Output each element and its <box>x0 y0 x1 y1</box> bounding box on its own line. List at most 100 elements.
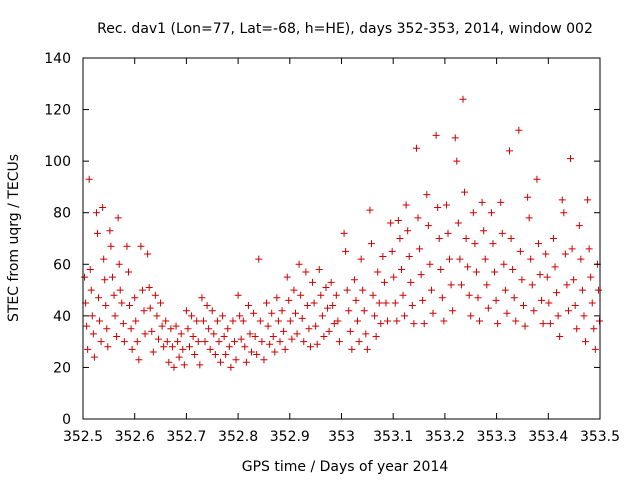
data-point <box>230 338 238 346</box>
data-point <box>298 314 306 322</box>
data-point <box>519 302 527 310</box>
data-point <box>553 289 561 297</box>
data-point <box>528 281 536 289</box>
data-point <box>545 299 553 307</box>
data-point <box>99 204 107 212</box>
x-tick-label: 352.6 <box>115 429 155 445</box>
x-tick-label: 353.5 <box>580 429 620 445</box>
y-tick-label: 100 <box>44 154 71 170</box>
data-point <box>194 338 202 346</box>
data-point <box>140 307 148 315</box>
data-point <box>111 312 119 320</box>
y-tick-label: 60 <box>53 257 71 273</box>
data-point <box>467 312 475 320</box>
plot-frame <box>82 57 601 420</box>
data-point <box>407 278 415 286</box>
data-point <box>369 291 377 299</box>
y-tick-label: 140 <box>44 51 71 67</box>
data-point <box>352 296 360 304</box>
data-point <box>342 247 350 255</box>
data-point <box>590 325 598 333</box>
chart-title: Rec. dav1 (Lon=77, Lat=-68, h=HE), days … <box>97 21 593 37</box>
data-point <box>250 309 258 317</box>
data-point <box>234 291 242 299</box>
data-point <box>354 317 362 325</box>
data-point <box>285 296 293 304</box>
data-point <box>302 268 310 276</box>
data-point <box>236 312 244 320</box>
data-point <box>402 201 410 209</box>
data-point <box>542 250 550 258</box>
data-point <box>414 214 422 222</box>
data-point <box>309 278 317 286</box>
x-axis-ticks: 352.5 352.6 352.7 352.8 352.9 353 353.1 353.2 35… <box>63 58 620 445</box>
data-point <box>527 255 535 263</box>
data-point <box>248 348 256 356</box>
x-tick-label: 352.8 <box>218 429 258 445</box>
data-point <box>217 358 225 366</box>
data-point <box>211 351 219 359</box>
data-point <box>154 335 162 343</box>
data-point <box>359 286 367 294</box>
data-point <box>568 245 576 253</box>
data-point <box>585 245 593 253</box>
data-point <box>449 307 457 315</box>
data-point <box>177 330 185 338</box>
y-tick-label: 20 <box>53 360 71 376</box>
data-point <box>310 299 318 307</box>
data-point <box>239 317 247 325</box>
data-point <box>424 222 432 230</box>
data-point <box>263 299 271 307</box>
data-point <box>163 338 171 346</box>
data-point <box>573 325 581 333</box>
data-point <box>491 268 499 276</box>
x-tick-label: 352.7 <box>166 429 206 445</box>
data-point <box>104 343 112 351</box>
data-point <box>278 307 286 315</box>
data-point <box>391 299 399 307</box>
data-point <box>271 348 279 356</box>
data-point <box>229 317 237 325</box>
data-point <box>438 294 446 302</box>
data-point <box>325 327 333 335</box>
data-point <box>90 353 98 361</box>
data-point <box>242 358 250 366</box>
data-point <box>224 325 232 333</box>
data-point <box>135 356 143 364</box>
data-point <box>388 247 396 255</box>
data-points <box>81 95 603 371</box>
data-point <box>393 317 401 325</box>
x-tick-label: 353.1 <box>373 429 413 445</box>
data-point <box>423 191 431 199</box>
data-point <box>380 278 388 286</box>
data-point <box>512 317 520 325</box>
data-point <box>456 255 464 263</box>
data-point <box>374 268 382 276</box>
data-point <box>546 320 554 328</box>
data-point <box>390 273 398 281</box>
x-tick-label: 353.2 <box>425 429 465 445</box>
data-point <box>571 302 579 310</box>
data-point <box>102 302 110 310</box>
data-point <box>588 299 596 307</box>
data-point <box>255 255 263 263</box>
data-point <box>137 242 145 250</box>
data-point <box>160 343 168 351</box>
x-axis-label: GPS time / Days of year 2014 <box>242 459 449 475</box>
data-point <box>510 294 518 302</box>
data-point <box>442 201 450 209</box>
data-point <box>269 332 277 340</box>
data-point <box>251 332 259 340</box>
data-point <box>108 273 116 281</box>
data-point <box>114 214 122 222</box>
data-point <box>258 338 266 346</box>
data-point <box>93 229 101 237</box>
data-point <box>188 312 196 320</box>
data-point <box>459 95 467 103</box>
data-point <box>128 345 136 353</box>
data-point <box>86 265 94 273</box>
data-point <box>578 286 586 294</box>
data-point <box>196 361 204 369</box>
data-point <box>577 255 585 263</box>
data-point <box>371 312 379 320</box>
